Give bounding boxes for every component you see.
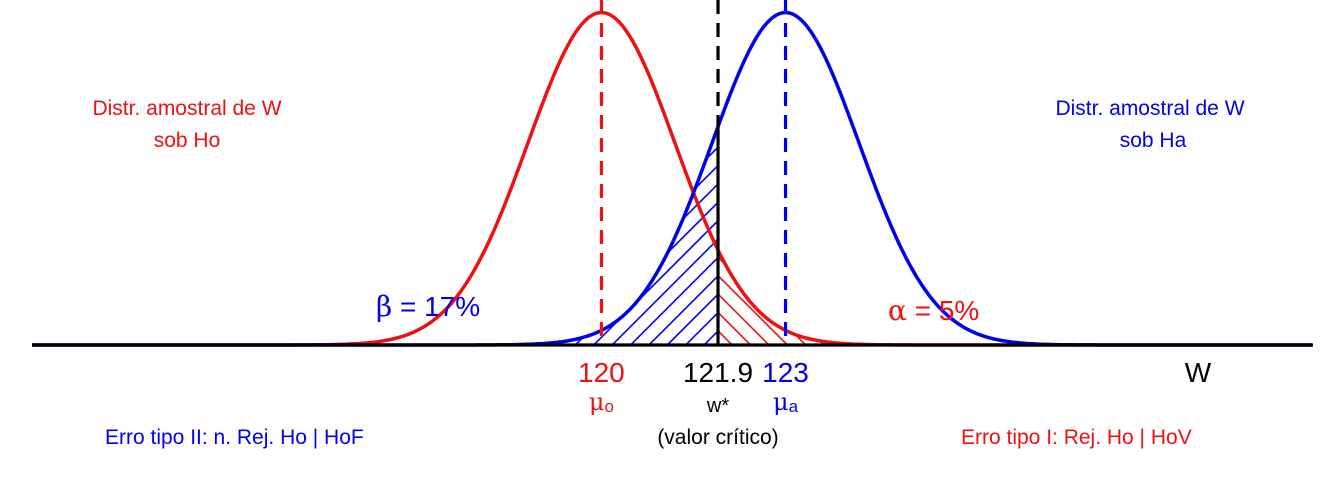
tick-label-mua: 123 xyxy=(762,357,809,388)
alpha-hatched-area xyxy=(718,250,1313,345)
critical-value-note: (valor crítico) xyxy=(657,426,778,449)
tick-label-mu0: 120 xyxy=(578,357,625,388)
beta-label: β = 17% xyxy=(376,290,480,323)
beta-value: = 17% xyxy=(392,291,480,322)
ha-label-line2: sob Ha xyxy=(1120,129,1187,152)
beta-symbol: β xyxy=(376,290,392,323)
error-type-2-note: Erro tipo II: n. Rej. Ho | HoF xyxy=(105,426,364,449)
error-type-1-note: Erro tipo I: Rej. Ho | HoV xyxy=(961,426,1192,449)
alpha-symbol: α xyxy=(888,294,907,327)
h0-label-line2: sob Ho xyxy=(154,129,221,152)
mua-symbol: μa xyxy=(773,388,799,416)
mu0-symbol: μo xyxy=(589,388,614,416)
h0-curve-label: Distr. amostral de W sob Ho xyxy=(92,97,281,152)
h0-label-line1: Distr. amostral de W xyxy=(92,97,281,120)
critical-symbol: w* xyxy=(706,395,729,417)
x-axis-label: W xyxy=(1185,357,1212,388)
ha-label-line1: Distr. amostral de W xyxy=(1055,97,1244,120)
beta-hatched-area xyxy=(32,126,718,345)
ha-curve-label: Distr. amostral de W sob Ha xyxy=(1055,97,1244,152)
tick-label-critical: 121.9 xyxy=(683,357,753,388)
alpha-value: = 5% xyxy=(907,295,979,326)
alpha-label: α = 5% xyxy=(888,294,979,327)
